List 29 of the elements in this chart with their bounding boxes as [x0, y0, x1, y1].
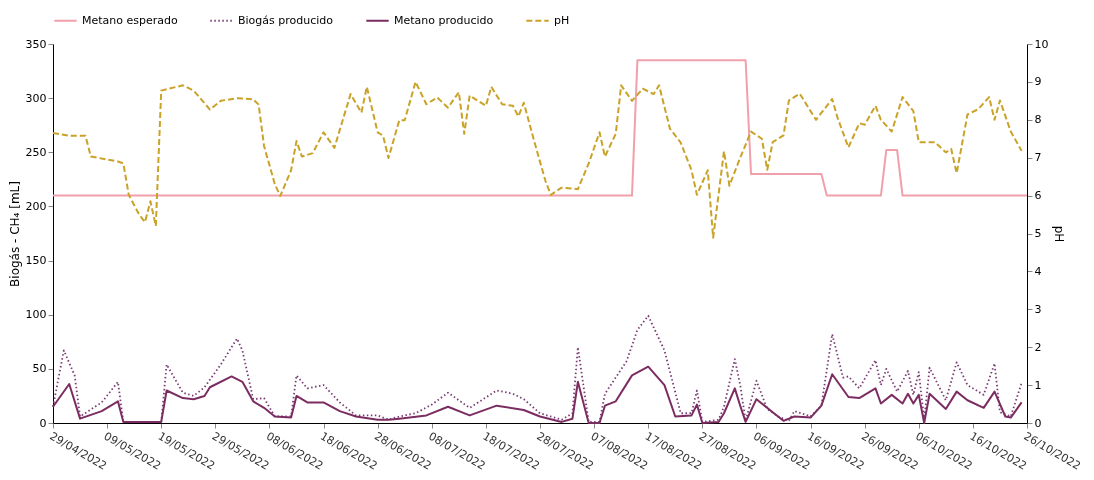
y2-tick-label: 6 [1034, 189, 1042, 203]
y2-tick-label: 3 [1034, 302, 1042, 316]
y2-tick-label: 1 [1034, 378, 1042, 392]
y2-tick-label: 0 [1034, 416, 1042, 430]
y-tick-label: 200 [25, 199, 47, 213]
y2-axis-title: pH [1052, 225, 1067, 243]
y2-tick-label: 4 [1034, 264, 1042, 278]
legend-label: pH [554, 13, 570, 27]
line-series [52, 365, 1023, 424]
y-tick-label: 150 [25, 254, 47, 268]
y-tick-label: 100 [25, 308, 47, 322]
y-tick-label: 300 [25, 91, 47, 105]
line-series [52, 59, 1028, 197]
y2-tick-label: 7 [1034, 151, 1042, 165]
y2-tick-label: 10 [1034, 37, 1049, 51]
y2-tick-label: 2 [1034, 340, 1042, 354]
legend-label: Metano esperado [82, 13, 178, 27]
y2-tick-label: 8 [1034, 113, 1042, 127]
y-tick-label: 350 [25, 37, 47, 51]
y-tick-label: 250 [25, 145, 47, 159]
y-axis-title: Biogás - CH₄ [mL] [7, 181, 22, 287]
y2-tick-label: 5 [1034, 227, 1042, 240]
line-series [52, 80, 1023, 239]
line-series [52, 314, 1023, 423]
y-tick-label: 0 [39, 416, 47, 430]
legend-label: Metano producido [394, 13, 494, 27]
legend-label: Biogás producido [238, 13, 334, 27]
y-tick-label: 50 [32, 362, 47, 376]
y2-tick-label: 9 [1034, 75, 1042, 89]
